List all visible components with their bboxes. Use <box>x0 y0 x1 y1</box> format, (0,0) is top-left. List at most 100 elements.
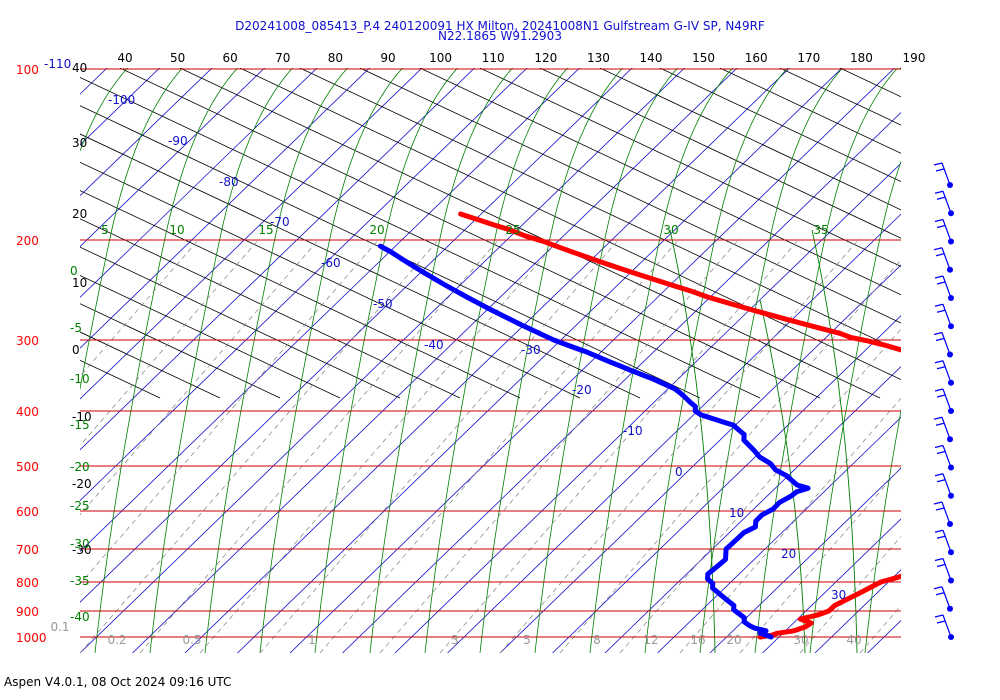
isotherm-line <box>447 213 901 653</box>
moist-adiabat-line <box>809 160 901 653</box>
isotherm-line <box>80 68 108 95</box>
top-temp-label: 70 <box>275 51 290 65</box>
isotherm-label: -10 <box>623 424 643 438</box>
dry-adiabat-line <box>179 68 881 399</box>
mixing-ratio-line <box>80 237 441 653</box>
isotherm-line <box>80 68 213 197</box>
isotherm-line <box>604 365 901 653</box>
moist-adiabat-line <box>920 26 1000 653</box>
mixing-ratio-line <box>80 237 321 516</box>
wind-barb-staff <box>941 332 951 355</box>
pressure-label: 100 <box>16 63 39 77</box>
moist-adiabat-label: -5 <box>70 321 82 335</box>
wind-barb-flag <box>936 479 946 483</box>
dry-adiabat-line <box>80 218 461 399</box>
isotherm-label: -80 <box>219 175 239 189</box>
moist-adiabat-line <box>975 26 1000 653</box>
mixing-ratio-label: 1 <box>308 633 316 647</box>
dry-adiabat-line <box>599 68 901 211</box>
isotherm-corner-label: -110 <box>44 57 71 71</box>
isotherm-label: 0 <box>675 465 683 479</box>
wind-barb-flag <box>936 309 946 313</box>
wind-barb-flag <box>934 444 944 449</box>
moist-adiabat-line <box>534 68 679 653</box>
isotherm-line <box>80 68 476 451</box>
top-temp-label: 130 <box>587 51 610 65</box>
left-temp-label: 0 <box>72 343 80 357</box>
left-temp-label: -30 <box>72 543 92 557</box>
mixing-ratio-label: 0.5 <box>182 633 201 647</box>
pressure-label: 800 <box>16 576 39 590</box>
moist-adiabat-label: -25 <box>70 499 90 513</box>
wind-barb-flag <box>934 190 944 194</box>
moist-adiabat-label: -20 <box>70 460 90 474</box>
pressure-label: 400 <box>16 405 39 419</box>
dry-adiabat-line <box>80 161 581 399</box>
isotherm-line <box>80 68 371 349</box>
theta-e-label: 25 <box>505 223 520 237</box>
isotherm-line <box>499 264 901 653</box>
moist-adiabat-line <box>589 68 734 653</box>
moist-adiabat-label: -35 <box>70 574 90 588</box>
mixing-ratio-line <box>739 466 901 653</box>
moist-adiabat-line <box>259 68 404 653</box>
top-temp-label: 40 <box>117 51 132 65</box>
moist-adiabat-line <box>479 68 624 653</box>
wind-barb-flag <box>936 366 946 370</box>
moist-adiabat-label: -40 <box>70 610 90 624</box>
moist-adiabat-line <box>204 68 349 653</box>
pressure-label: 300 <box>16 334 39 348</box>
isotherm-line <box>80 68 686 653</box>
wind-barb-staff <box>942 445 952 468</box>
top-temp-label: 150 <box>692 51 715 65</box>
isotherm-label: -60 <box>321 256 341 270</box>
dry-adiabat-line <box>119 68 821 399</box>
dry-adiabat-line <box>80 76 761 399</box>
mixing-ratio-line <box>259 237 621 653</box>
isotherm-label: -100 <box>108 93 135 107</box>
isotherm-label: -30 <box>521 343 541 357</box>
wind-barb-staff <box>941 586 951 609</box>
mixing-ratio-label: 40 <box>846 633 861 647</box>
theta-e-label: 15 <box>258 223 273 237</box>
wind-barb-staff <box>941 501 951 525</box>
top-temp-label: 110 <box>482 51 505 65</box>
theta-e-label: 30 <box>663 223 678 237</box>
wind-barb-flag <box>934 360 944 364</box>
wind-barb-flag <box>935 507 945 511</box>
wind-barb-staff <box>942 388 952 412</box>
wind-barb-flag <box>933 162 943 166</box>
mixing-ratio-line <box>379 237 741 653</box>
dry-adiabat-line <box>960 68 1000 398</box>
mixing-ratio-line <box>920 238 1000 653</box>
wind-barb-flag <box>933 247 943 251</box>
wind-barb-flag <box>934 529 944 533</box>
moist-adiabat-line <box>0 26 80 653</box>
dry-adiabat-line <box>80 133 641 399</box>
dewpoint-trace <box>377 243 811 640</box>
wind-barb-flag <box>936 535 946 539</box>
dry-adiabat-line <box>419 68 901 296</box>
title-line-1: D20241008_085413_P.4 240120091 HX Milton… <box>235 19 765 33</box>
wind-barb-flag <box>936 620 946 624</box>
top-temp-label: 190 <box>903 51 926 65</box>
moist-adiabat-label: -30 <box>70 537 90 551</box>
sounding-traces <box>377 211 901 640</box>
isotherm-line <box>80 68 581 552</box>
wind-barb-staff <box>942 614 952 638</box>
wind-barb-staff <box>941 162 951 186</box>
dry-adiabat-line <box>80 246 401 399</box>
mixing-ratio-line <box>859 605 901 653</box>
moist-adiabat-line <box>754 68 899 653</box>
left-temp-label: 30 <box>72 136 87 150</box>
wind-barb-flag <box>936 563 946 568</box>
moist-adiabat-line <box>864 408 901 653</box>
footer-text: Aspen V4.0.1, 08 Oct 2024 09:16 UTC <box>4 675 232 689</box>
moist-adiabat-label: -15 <box>70 418 90 432</box>
mixing-ratio-line <box>679 397 901 653</box>
isotherm-label: -50 <box>373 297 393 311</box>
isotherm-line <box>80 68 633 603</box>
mixing-ratio-line <box>139 237 501 653</box>
isotherm-line <box>394 162 901 653</box>
